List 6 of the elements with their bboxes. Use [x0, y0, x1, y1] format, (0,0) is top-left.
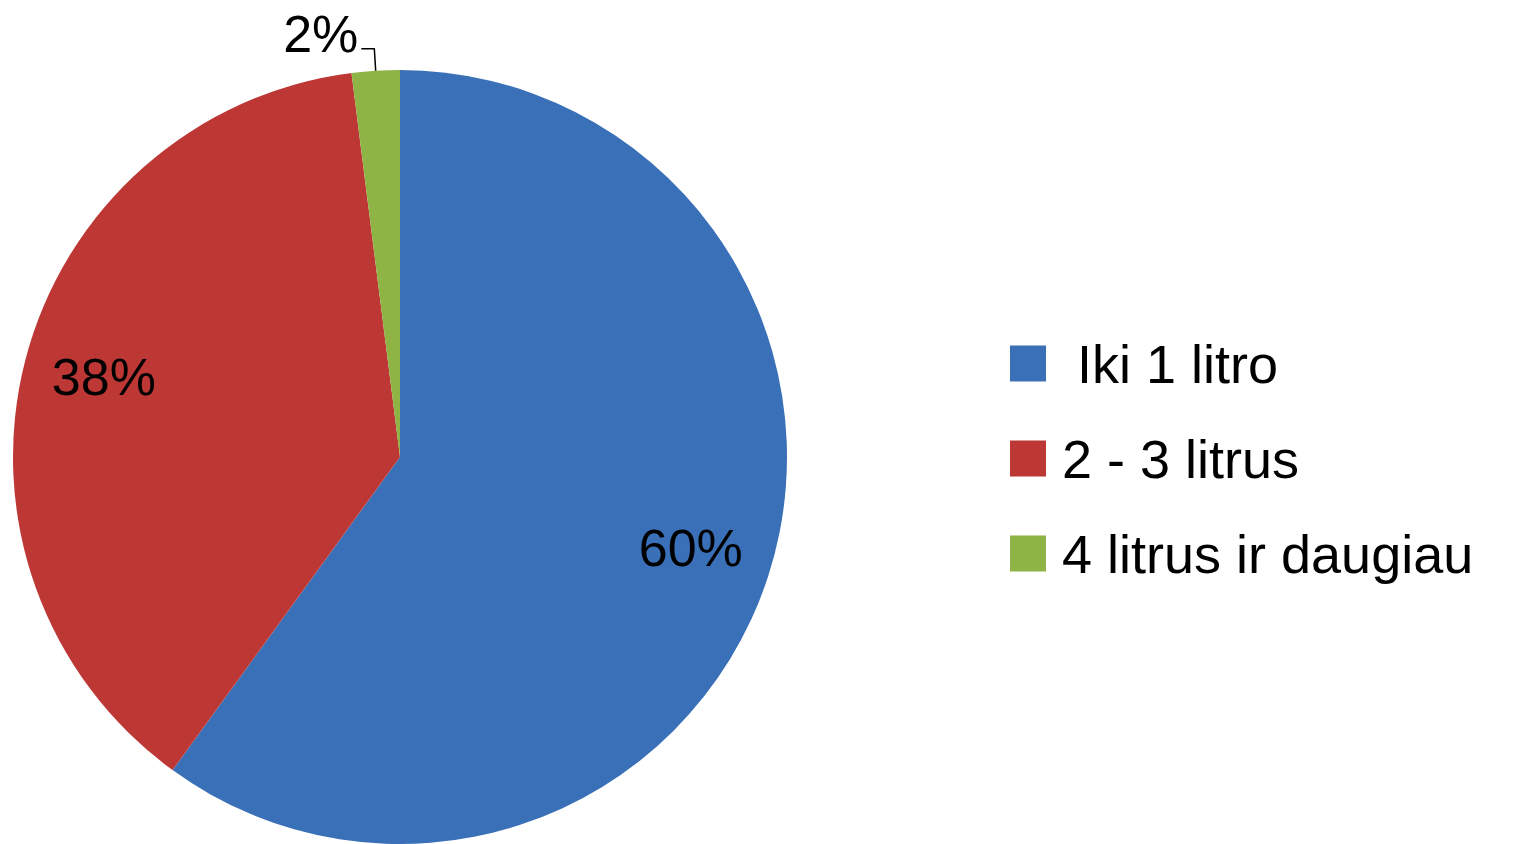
legend-label: Iki 1 litro — [1076, 333, 1279, 393]
data-label: 38% — [51, 348, 156, 407]
data-label: 2% — [283, 4, 359, 63]
legend-label: 4 litrus ir daugiau — [1062, 523, 1474, 583]
data-label: 60% — [638, 518, 743, 577]
legend-label: 2 - 3 litrus — [1062, 428, 1300, 488]
